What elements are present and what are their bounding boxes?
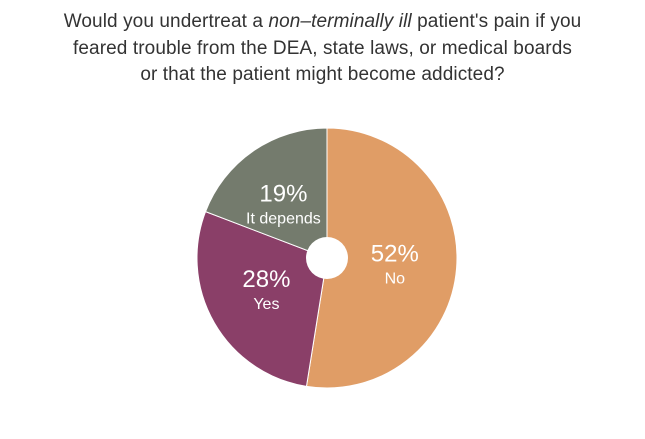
slice-category-label: No <box>385 270 406 287</box>
slice-percent-label: 52% <box>371 240 419 267</box>
slice-percent-label: 28% <box>242 266 290 293</box>
title-italic-text: non–terminally ill <box>268 11 412 32</box>
title-line-1: Would you undertreat a non–terminally il… <box>63 11 582 32</box>
donut-hole <box>306 237 348 279</box>
slice-percent-label: 19% <box>259 180 307 207</box>
pie-slice-yes <box>196 210 328 387</box>
title-line-3: or that the patient might become addicte… <box>140 64 505 85</box>
pie-labels: 52% No 28% Yes 19% It depends <box>242 180 418 313</box>
slice-category-label: Yes <box>253 296 279 313</box>
pie-slices <box>196 127 458 389</box>
title-line-2: feared trouble from the DEA, state laws,… <box>73 37 572 59</box>
slice-category-label: It depends <box>246 210 321 227</box>
pie-slice-no <box>305 127 458 389</box>
pie-slice-it-depends <box>204 127 328 259</box>
chart-title: Would you undertreat a non–terminally il… <box>0 9 645 89</box>
